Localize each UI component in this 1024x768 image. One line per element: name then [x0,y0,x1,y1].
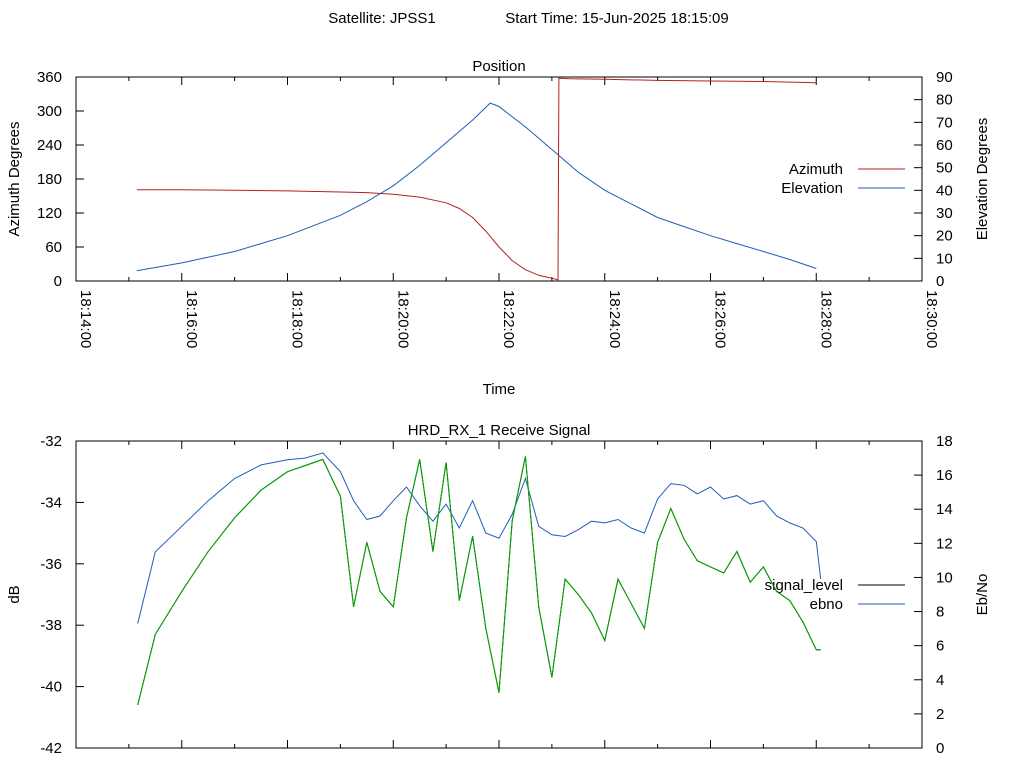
c0-x-tick-label: 18:20:00 [394,290,411,348]
c0-plot-frame [75,76,923,282]
c0-y2-tick-label: 0 [936,273,944,290]
c0-x-axis-label: Time [483,381,516,398]
c0-y-tick-label: 60 [45,239,62,256]
c0-x-tick-label: 18:14:00 [77,290,94,348]
start-time-label: Start Time: 15-Jun-2025 18:15:09 [505,10,728,27]
c1-y2-tick-label: 4 [936,672,944,689]
c0-x-tick-label: 18:26:00 [712,290,729,348]
c1-y-tick-label: -32 [40,433,62,450]
c1-signal-trace-green [137,456,821,706]
c0-y2-tick-label: 40 [936,182,953,199]
c1-legend-label: signal_level [765,577,843,594]
c0-y2-tick-label: 10 [936,250,953,267]
c0-y2-axis-label: Elevation Degrees [974,118,991,241]
c1-y2-tick-label: 8 [936,604,944,621]
c0-y-axis-label: Azimuth Degrees [6,121,23,236]
c1-series-ebno-line [137,452,822,624]
c0-y-tick-label: 360 [37,69,62,86]
c0-x-tick-label: 18:30:00 [923,290,940,348]
c1-y2-tick-label: 2 [936,706,944,723]
c1-y2-tick-label: 6 [936,638,944,655]
c0-y-tick-label: 120 [37,205,62,222]
c0-x-tick-label: 18:24:00 [606,290,623,348]
c1-legend-label: ebno [810,596,843,613]
c0-y-tick-label: 300 [37,103,62,120]
c1-y2-tick-label: 10 [936,569,953,586]
c1-y2-tick-label: 16 [936,467,953,484]
c0-y2-tick-label: 60 [936,137,953,154]
c0-y2-tick-label: 20 [936,228,953,245]
c1-chart-title: HRD_RX_1 Receive Signal [408,422,591,439]
c1-y2-tick-label: 18 [936,433,953,450]
c1-y2-axis-label: Eb/No [974,574,991,616]
c1-y-tick-label: -38 [40,617,62,634]
satellite-label: Satellite: JPSS1 [328,10,436,27]
c1-y2-tick-label: 14 [936,501,953,518]
c0-y-tick-label: 240 [37,137,62,154]
c0-y2-tick-label: 90 [936,69,953,86]
c0-y2-tick-label: 30 [936,205,953,222]
c1-y-tick-label: -40 [40,679,62,696]
c0-x-tick-label: 18:28:00 [817,290,834,348]
position-chart: Position 18:14:00 18:16:00 18:18:00 18:20:00… [6,58,991,398]
c0-y2-tick-label: 70 [936,114,953,131]
c1-y-tick-label: -36 [40,556,62,573]
c0-y-tick-label: 180 [37,171,62,188]
c1-y-tick-label: -42 [40,740,62,757]
c0-legend-label: Elevation [781,180,843,197]
c0-series-azimuth-line [136,77,817,281]
receive-signal-chart: HRD_RX_1 Receive Signal -42 -40 -38 -36 -34 -3… [6,422,991,757]
c0-y-tick-label: 0 [54,273,62,290]
c0-y2-tick-label: 50 [936,160,953,177]
c0-chart-title: Position [472,58,525,75]
c1-y2-tick-label: 12 [936,535,953,552]
c0-x-tick-label: 18:18:00 [289,290,306,348]
c0-x-tick-label: 18:16:00 [183,290,200,348]
c1-y-axis-label: dB [6,585,23,603]
c0-y2-tick-label: 80 [936,92,953,109]
c1-plot-frame [75,440,923,749]
c0-series-elevation-line [136,102,817,272]
c1-y-tick-label: -34 [40,494,62,511]
c0-legend-label: Azimuth [789,161,843,178]
c1-y2-tick-label: 0 [936,740,944,757]
c0-x-tick-label: 18:22:00 [500,290,517,348]
